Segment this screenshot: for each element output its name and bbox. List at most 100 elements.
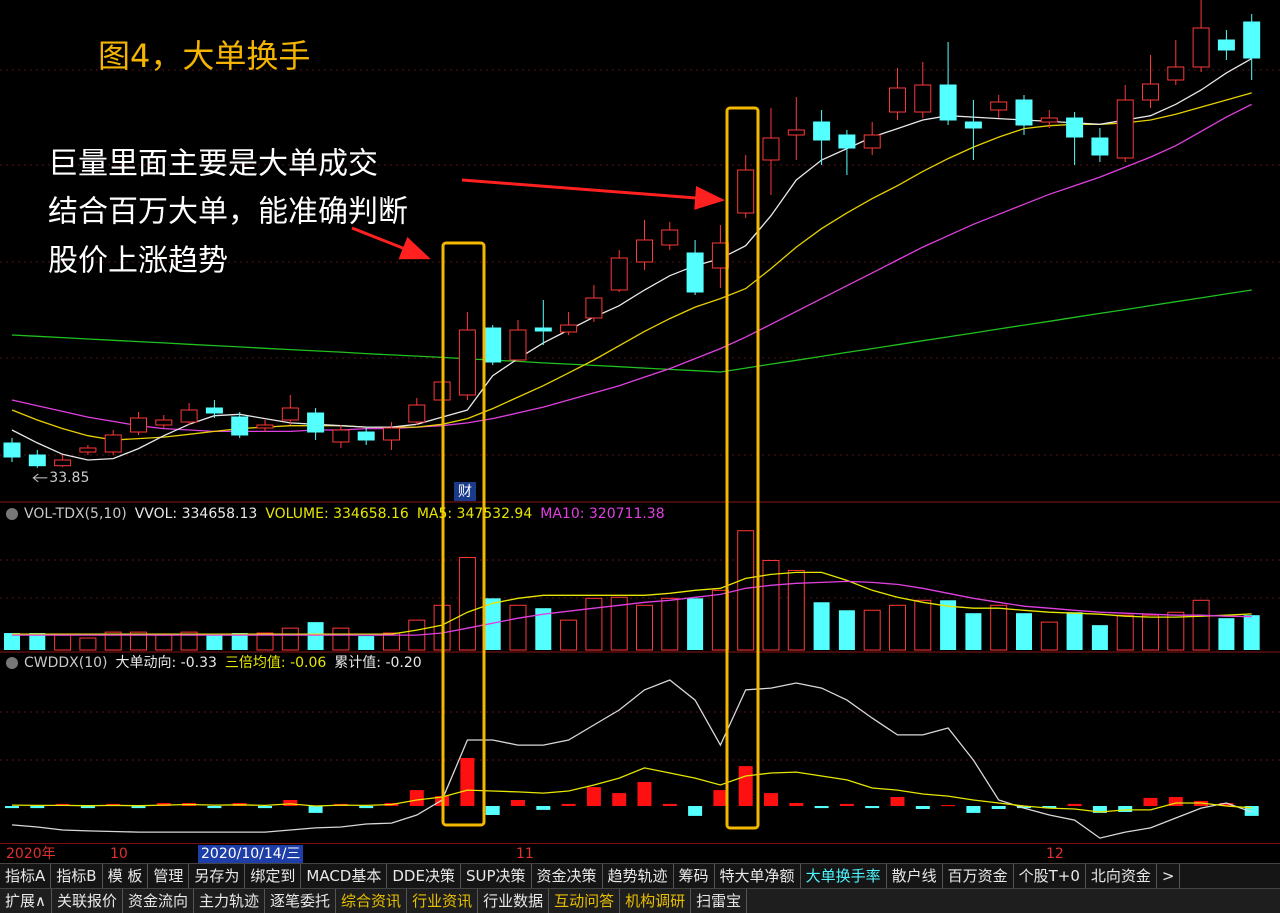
legend-item: 大单动向: -0.33 bbox=[116, 655, 217, 671]
candle-body bbox=[54, 459, 72, 467]
toolbar-button[interactable]: 互动问答 bbox=[549, 889, 621, 913]
bar bbox=[586, 787, 601, 806]
bar bbox=[29, 633, 46, 650]
bar bbox=[180, 631, 198, 651]
bar bbox=[1040, 621, 1058, 651]
toolbar-button[interactable]: 扫雷宝 bbox=[691, 889, 748, 913]
toolbar-button[interactable]: 百万资金 bbox=[943, 864, 1014, 889]
bar bbox=[1066, 612, 1083, 650]
bar bbox=[5, 806, 19, 809]
bar bbox=[256, 632, 274, 651]
highlight-box bbox=[441, 241, 486, 827]
bar bbox=[738, 766, 753, 806]
toolbar-button[interactable]: 趋势轨迹 bbox=[603, 864, 674, 889]
toolbar-button[interactable]: 大单换手率 bbox=[801, 864, 887, 889]
legend-item: VVOL: 334658.13 bbox=[135, 506, 258, 522]
toolbar-button[interactable]: 资金流向 bbox=[123, 889, 195, 913]
bar bbox=[661, 597, 679, 651]
toolbar-button[interactable]: 个股T+0 bbox=[1014, 864, 1086, 889]
candle-body bbox=[560, 324, 578, 333]
candle-body bbox=[408, 404, 426, 423]
date-label: 11 bbox=[516, 846, 534, 862]
bar bbox=[536, 806, 551, 810]
bar bbox=[231, 633, 248, 650]
toolbar-button[interactable]: 筹码 bbox=[674, 864, 715, 889]
candle-body bbox=[1243, 21, 1261, 59]
bar bbox=[789, 803, 804, 806]
toolbar-button[interactable]: 综合资讯 bbox=[336, 889, 408, 913]
toolbar-button[interactable]: 特大单净额 bbox=[715, 864, 801, 889]
toolbar-button[interactable]: DDE决策 bbox=[387, 864, 461, 889]
date-label: 2020/10/14/三 bbox=[198, 845, 304, 863]
toolbar-button[interactable]: 行业数据 bbox=[478, 889, 550, 913]
toolbar-button[interactable]: 模 板 bbox=[103, 864, 149, 889]
bar bbox=[990, 604, 1008, 651]
bar bbox=[332, 627, 350, 651]
bar bbox=[737, 530, 755, 651]
candle-body bbox=[205, 407, 223, 414]
highlight-box bbox=[725, 106, 760, 830]
toolbar-button[interactable]: 主力轨迹 bbox=[194, 889, 266, 913]
candle-body bbox=[357, 431, 375, 441]
toolbar-button[interactable]: 关联报价 bbox=[52, 889, 123, 913]
candle-body bbox=[281, 407, 299, 421]
candle-body bbox=[636, 239, 653, 263]
toolbar-button[interactable]: 指标A bbox=[0, 864, 52, 889]
bar bbox=[814, 806, 829, 809]
toolbar-button[interactable]: 散户线 bbox=[887, 864, 943, 889]
indicator-line bbox=[12, 571, 1252, 635]
toolbar-button[interactable]: 管理 bbox=[148, 864, 190, 889]
toolbar-button[interactable]: 指标B bbox=[51, 864, 103, 889]
toolbar-button[interactable]: MACD基本 bbox=[301, 864, 388, 889]
toolbar-button[interactable]: 行业资讯 bbox=[407, 889, 479, 913]
toolbar-button[interactable]: 资金决策 bbox=[532, 864, 603, 889]
chart-area: 33.85 图4，大单换手 巨量里面主要是大单成交 结合百万大单，能准确判断 股… bbox=[0, 0, 1280, 839]
toolbar-button[interactable]: 另存为 bbox=[189, 864, 246, 889]
toolbar-button[interactable]: 北向资金 bbox=[1086, 864, 1157, 889]
candle-body bbox=[1142, 83, 1159, 101]
bar bbox=[787, 569, 805, 651]
candle-body bbox=[686, 252, 704, 293]
candle-body bbox=[231, 416, 249, 436]
bar bbox=[207, 806, 222, 809]
candle-body bbox=[509, 329, 527, 361]
candle-body bbox=[737, 169, 755, 214]
candle-body bbox=[180, 409, 198, 423]
toolbar-button[interactable]: 扩展∧ bbox=[0, 889, 52, 913]
candle-body bbox=[990, 101, 1008, 111]
bar bbox=[585, 597, 603, 651]
candle-body bbox=[585, 297, 603, 319]
candle-body bbox=[838, 134, 856, 149]
bar bbox=[155, 634, 173, 651]
bar bbox=[813, 602, 830, 650]
legend-item: MA5: 347532.94 bbox=[417, 506, 533, 522]
bar bbox=[484, 598, 501, 650]
bar bbox=[1042, 806, 1057, 809]
candle-body bbox=[3, 442, 21, 458]
bar bbox=[1168, 797, 1183, 806]
bar bbox=[104, 631, 122, 651]
bar bbox=[966, 806, 981, 813]
bar bbox=[1167, 611, 1185, 651]
candle-body bbox=[28, 454, 46, 467]
bar bbox=[762, 559, 780, 651]
bar bbox=[1091, 625, 1108, 650]
toolbar-button[interactable]: > bbox=[1157, 864, 1181, 889]
bar bbox=[687, 598, 704, 650]
candle-body bbox=[383, 427, 400, 441]
bar bbox=[865, 806, 880, 809]
bar bbox=[839, 803, 854, 806]
toolbar-button[interactable]: SUP决策 bbox=[461, 864, 532, 889]
marker: 财 bbox=[458, 484, 472, 500]
bar bbox=[206, 635, 223, 650]
bar bbox=[1017, 806, 1031, 809]
candle-body bbox=[484, 327, 502, 363]
bar bbox=[940, 600, 957, 650]
indicator-line bbox=[11, 289, 1252, 373]
arrow bbox=[351, 226, 431, 260]
toolbar-button[interactable]: 逐笔委托 bbox=[265, 889, 337, 913]
toolbar-button[interactable]: 机构调研 bbox=[620, 889, 692, 913]
toolbar-button[interactable]: 绑定到 bbox=[245, 864, 302, 889]
bar bbox=[358, 636, 375, 650]
bar bbox=[914, 599, 932, 651]
